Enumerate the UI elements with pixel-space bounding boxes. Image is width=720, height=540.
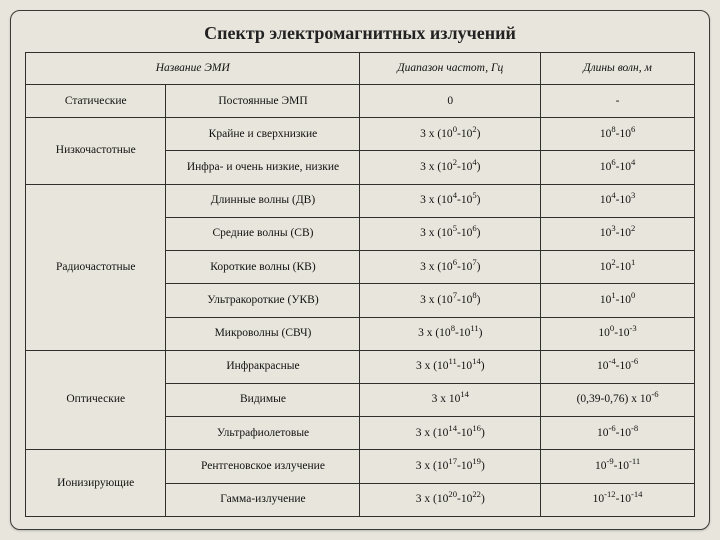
subtype-cell: Инфра- и очень низкие, низкие [166, 151, 360, 184]
wave-cell: 106-104 [541, 151, 695, 184]
wave-cell: 103-102 [541, 217, 695, 250]
freq-cell: 3 x (1014-1016) [360, 417, 541, 450]
freq-cell: 3 x (1017-1019) [360, 450, 541, 483]
freq-cell: 0 [360, 85, 541, 118]
wave-cell: 10-9-10-11 [541, 450, 695, 483]
wave-cell: 10-6-10-8 [541, 417, 695, 450]
subtype-cell: Постоянные ЭМП [166, 85, 360, 118]
subtype-cell: Короткие волны (КВ) [166, 251, 360, 284]
content-frame: Спектр электромагнитных излучений Назван… [10, 10, 710, 530]
subtype-cell: Средние волны (СВ) [166, 217, 360, 250]
subtype-cell: Инфракрасные [166, 350, 360, 383]
table-row: НизкочастотныеКрайне и сверхнизкие3 x (1… [26, 118, 695, 151]
freq-cell: 3 x (107-108) [360, 284, 541, 317]
subtype-cell: Ультрафиолетовые [166, 417, 360, 450]
table-row: РадиочастотныеДлинные волны (ДВ)3 x (104… [26, 184, 695, 217]
wave-cell: 108-106 [541, 118, 695, 151]
subtype-cell: Гамма-излучение [166, 483, 360, 516]
freq-cell: 3 x (1011-1014) [360, 350, 541, 383]
subtype-cell: Видимые [166, 383, 360, 416]
header-name: Название ЭМИ [26, 53, 360, 85]
wave-cell: 10-12-10-14 [541, 483, 695, 516]
wave-cell: 100-10-3 [541, 317, 695, 350]
header-freq: Диапазон частот, Гц [360, 53, 541, 85]
wave-cell: - [541, 85, 695, 118]
subtype-cell: Ультракороткие (УКВ) [166, 284, 360, 317]
wave-cell: (0,39-0,76) x 10-6 [541, 383, 695, 416]
wave-cell: 104-103 [541, 184, 695, 217]
page-title: Спектр электромагнитных излучений [25, 23, 695, 44]
freq-cell: 3 x (102-104) [360, 151, 541, 184]
wave-cell: 102-101 [541, 251, 695, 284]
subtype-cell: Рентгеновское излучение [166, 450, 360, 483]
freq-cell: 3 x (108-1011) [360, 317, 541, 350]
table-row: СтатическиеПостоянные ЭМП0- [26, 85, 695, 118]
group-cell: Статические [26, 85, 166, 118]
group-cell: Радиочастотные [26, 184, 166, 350]
freq-cell: 3 x (105-106) [360, 217, 541, 250]
freq-cell: 3 x (104-105) [360, 184, 541, 217]
subtype-cell: Длинные волны (ДВ) [166, 184, 360, 217]
header-wave: Длины волн, м [541, 53, 695, 85]
subtype-cell: Микроволны (СВЧ) [166, 317, 360, 350]
wave-cell: 10-4-10-6 [541, 350, 695, 383]
freq-cell: 3 x (106-107) [360, 251, 541, 284]
table-body: СтатическиеПостоянные ЭМП0-Низкочастотны… [26, 85, 695, 517]
freq-cell: 3 x (1020-1022) [360, 483, 541, 516]
table-header: Название ЭМИ Диапазон частот, Гц Длины в… [26, 53, 695, 85]
freq-cell: 3 x 1014 [360, 383, 541, 416]
freq-cell: 3 x (100-102) [360, 118, 541, 151]
wave-cell: 101-100 [541, 284, 695, 317]
group-cell: Низкочастотные [26, 118, 166, 184]
subtype-cell: Крайне и сверхнизкие [166, 118, 360, 151]
table-row: ОптическиеИнфракрасные3 x (1011-1014)10-… [26, 350, 695, 383]
group-cell: Оптические [26, 350, 166, 450]
spectrum-table: Название ЭМИ Диапазон частот, Гц Длины в… [25, 52, 695, 517]
group-cell: Ионизирующие [26, 450, 166, 517]
table-row: ИонизирующиеРентгеновское излучение3 x (… [26, 450, 695, 483]
